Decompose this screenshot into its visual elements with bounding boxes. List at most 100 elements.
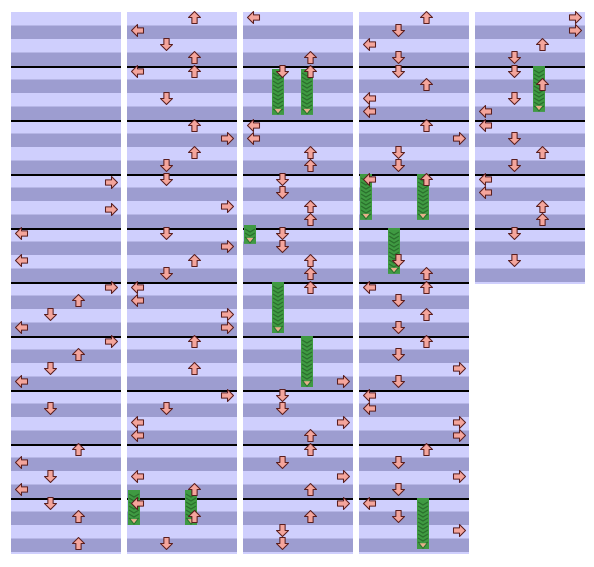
up-arrow-icon bbox=[71, 509, 86, 524]
right-arrow-icon bbox=[336, 469, 351, 484]
left-arrow-icon bbox=[14, 253, 29, 268]
left-arrow-icon bbox=[362, 104, 377, 119]
left-arrow-icon bbox=[130, 469, 145, 484]
left-arrow-icon bbox=[362, 280, 377, 295]
down-arrow-icon bbox=[159, 172, 174, 187]
up-arrow-icon bbox=[187, 509, 202, 524]
up-arrow-icon bbox=[187, 361, 202, 376]
right-arrow-icon bbox=[452, 361, 467, 376]
up-arrow-icon bbox=[303, 266, 318, 281]
down-arrow-icon bbox=[391, 158, 406, 173]
up-arrow-icon bbox=[303, 428, 318, 443]
left-arrow-icon bbox=[14, 320, 29, 335]
down-arrow-icon bbox=[391, 145, 406, 160]
down-arrow-icon bbox=[391, 455, 406, 470]
right-arrow-icon bbox=[452, 428, 467, 443]
up-arrow-icon bbox=[303, 199, 318, 214]
measure-line bbox=[475, 228, 585, 230]
left-arrow-icon bbox=[362, 37, 377, 52]
measure-line bbox=[359, 66, 469, 68]
down-arrow-icon bbox=[275, 536, 290, 551]
up-arrow-icon bbox=[187, 334, 202, 349]
left-arrow-icon bbox=[246, 131, 261, 146]
up-arrow-icon bbox=[419, 172, 434, 187]
hold-freeze-icon bbox=[416, 174, 430, 220]
down-arrow-icon bbox=[391, 23, 406, 38]
right-arrow-icon bbox=[220, 199, 235, 214]
down-arrow-icon bbox=[159, 37, 174, 52]
up-arrow-icon bbox=[419, 307, 434, 322]
down-arrow-icon bbox=[507, 253, 522, 268]
up-arrow-icon bbox=[187, 253, 202, 268]
up-arrow-icon bbox=[187, 145, 202, 160]
down-arrow-icon bbox=[159, 266, 174, 281]
measure-line bbox=[11, 390, 121, 392]
right-arrow-icon bbox=[452, 131, 467, 146]
down-arrow-icon bbox=[391, 482, 406, 497]
right-arrow-icon bbox=[104, 202, 119, 217]
left-arrow-icon bbox=[478, 104, 493, 119]
measure-line bbox=[127, 444, 237, 446]
measure-line bbox=[359, 336, 469, 338]
down-arrow-icon bbox=[507, 50, 522, 65]
up-arrow-icon bbox=[303, 442, 318, 457]
chart-column bbox=[359, 12, 469, 554]
down-arrow-icon bbox=[391, 320, 406, 335]
down-arrow-icon bbox=[275, 455, 290, 470]
down-arrow-icon bbox=[507, 91, 522, 106]
left-arrow-icon bbox=[14, 482, 29, 497]
measure-line bbox=[243, 498, 353, 500]
left-arrow-icon bbox=[362, 388, 377, 403]
measure-line bbox=[475, 120, 585, 122]
left-arrow-icon bbox=[130, 280, 145, 295]
up-arrow-icon bbox=[419, 266, 434, 281]
up-arrow-icon bbox=[303, 158, 318, 173]
down-arrow-icon bbox=[507, 131, 522, 146]
measure-line bbox=[243, 174, 353, 176]
down-arrow-icon bbox=[391, 374, 406, 389]
measure-line bbox=[359, 174, 469, 176]
up-arrow-icon bbox=[535, 145, 550, 160]
measure-line bbox=[475, 66, 585, 68]
measure-line bbox=[11, 282, 121, 284]
chart-column bbox=[11, 12, 121, 554]
left-arrow-icon bbox=[478, 185, 493, 200]
up-arrow-icon bbox=[535, 77, 550, 92]
left-arrow-icon bbox=[362, 172, 377, 187]
measure-line bbox=[475, 174, 585, 176]
measure-line bbox=[243, 282, 353, 284]
measure-line bbox=[243, 444, 353, 446]
hold-freeze-icon bbox=[300, 336, 314, 388]
measure-line bbox=[359, 498, 469, 500]
measure-line bbox=[243, 228, 353, 230]
down-arrow-icon bbox=[275, 388, 290, 403]
measure-line bbox=[243, 120, 353, 122]
down-arrow-icon bbox=[391, 50, 406, 65]
left-arrow-icon bbox=[14, 374, 29, 389]
chart-column bbox=[243, 12, 353, 554]
chart-column bbox=[127, 12, 237, 554]
measure-line bbox=[11, 444, 121, 446]
up-arrow-icon bbox=[71, 536, 86, 551]
chart-column bbox=[475, 12, 585, 284]
measure-line bbox=[359, 120, 469, 122]
measure-line bbox=[243, 390, 353, 392]
left-arrow-icon bbox=[130, 496, 145, 511]
measure-line bbox=[127, 282, 237, 284]
up-arrow-icon bbox=[187, 10, 202, 25]
right-arrow-icon bbox=[452, 523, 467, 538]
hold-freeze-icon bbox=[416, 498, 430, 550]
right-arrow-icon bbox=[104, 175, 119, 190]
up-arrow-icon bbox=[535, 212, 550, 227]
measure-line bbox=[127, 498, 237, 500]
up-arrow-icon bbox=[419, 442, 434, 457]
up-arrow-icon bbox=[303, 50, 318, 65]
up-arrow-icon bbox=[419, 10, 434, 25]
down-arrow-icon bbox=[391, 293, 406, 308]
up-arrow-icon bbox=[419, 280, 434, 295]
down-arrow-icon bbox=[275, 401, 290, 416]
down-arrow-icon bbox=[275, 239, 290, 254]
hold-freeze-icon bbox=[300, 68, 314, 115]
up-arrow-icon bbox=[303, 145, 318, 160]
right-arrow-icon bbox=[220, 307, 235, 322]
